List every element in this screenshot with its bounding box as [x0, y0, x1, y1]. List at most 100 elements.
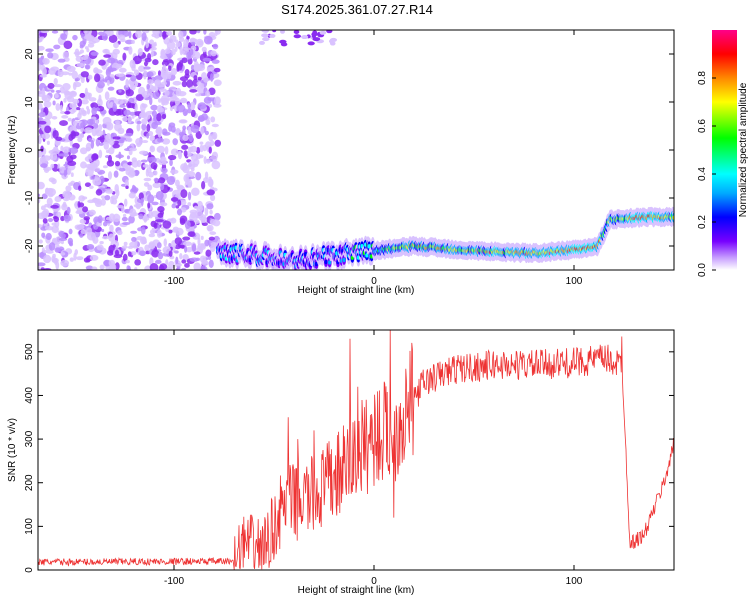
noise-speck [187, 202, 192, 207]
noise-speck [161, 138, 171, 145]
y-tick-label: -20 [24, 238, 35, 253]
noise-speck [200, 235, 204, 241]
noise-speck [183, 38, 189, 48]
noise-speck [186, 179, 193, 188]
noise-speck [161, 98, 166, 106]
noise-speck [143, 177, 152, 182]
noise-speck [172, 138, 179, 146]
noise-speck [69, 147, 79, 154]
noise-speck [59, 86, 65, 94]
noise-speck [112, 136, 121, 140]
noise-speck [202, 57, 212, 62]
noise-speck [212, 219, 221, 227]
colorbar-tick-label: 0.2 [697, 215, 708, 229]
noise-speck [131, 115, 135, 119]
noise-speck [141, 118, 148, 125]
noise-speck [79, 233, 84, 238]
colorbar-ticks: 0.0 0.2 0.4 0.6 0.8 [697, 71, 716, 277]
noise-speck [128, 46, 133, 55]
noise-speck [45, 232, 52, 241]
noise-speck [86, 259, 91, 263]
noise-speck [212, 131, 218, 140]
noise-speck [161, 128, 168, 135]
noise-speck [149, 263, 159, 270]
noise-speck [174, 244, 182, 250]
noise-speck [195, 153, 202, 160]
noise-speck [168, 229, 173, 234]
noise-speck [180, 189, 188, 199]
noise-speck [104, 91, 110, 101]
noise-speck [108, 138, 115, 146]
colorbar-gradient [712, 30, 737, 270]
noise-speck [105, 190, 114, 194]
noise-speck [122, 116, 128, 122]
noise-speck [151, 121, 158, 130]
noise-speck [42, 58, 48, 64]
noise-speck [159, 182, 165, 191]
noise-speck [98, 124, 103, 131]
noise-speck [127, 265, 131, 270]
noise-speck [51, 178, 57, 185]
noise-speck [319, 30, 327, 35]
noise-speck [183, 150, 188, 157]
noise-speck [148, 242, 156, 249]
noise-speck [73, 81, 82, 88]
y-tick-label: 0 [24, 567, 35, 573]
noise-speck [213, 212, 221, 221]
noise-speck [136, 123, 141, 132]
noise-speck [88, 137, 92, 143]
noise-speck [141, 103, 148, 109]
noise-speck [53, 216, 60, 223]
noise-speck [88, 209, 96, 216]
y-tick-label: 400 [24, 387, 35, 404]
noise-speck [111, 198, 118, 205]
chart-title: S174.2025.361.07.27.R14 [281, 2, 433, 17]
noise-speck [93, 158, 100, 168]
noise-speck [193, 251, 201, 255]
noise-speck [165, 227, 170, 233]
noise-speck [61, 203, 68, 211]
noise-speck [199, 144, 204, 153]
noise-speck [200, 126, 205, 135]
noise-speck [38, 112, 46, 118]
noise-speck [79, 93, 86, 99]
noise-speck [128, 192, 136, 199]
noise-speck [118, 89, 122, 93]
noise-speck [137, 227, 143, 232]
noise-speck [211, 160, 221, 170]
noise-speck [69, 154, 77, 160]
noise-speck [85, 65, 90, 70]
noise-speck [184, 69, 190, 76]
noise-speck [168, 124, 172, 132]
colorbar: 0.0 0.2 0.4 0.6 0.8 Normalized spectral ampl… [697, 30, 749, 277]
noise-speck [141, 32, 147, 42]
noise-speck [101, 195, 106, 199]
snr-marks [38, 330, 674, 570]
noise-speck [195, 171, 202, 181]
noise-speck [162, 30, 167, 40]
noise-speck [190, 109, 196, 118]
noise-speck [125, 185, 129, 190]
noise-speck [123, 109, 131, 116]
noise-speck [87, 199, 95, 204]
noise-speck [148, 152, 152, 158]
noise-speck [170, 169, 179, 175]
noise-speck [38, 135, 42, 145]
noise-speck [134, 169, 140, 176]
noise-speck [123, 241, 128, 246]
noise-speck [127, 251, 132, 257]
noise-speck [205, 249, 212, 257]
noise-speck [168, 260, 175, 270]
ridge-core [367, 244, 371, 249]
x-tick-label: -100 [164, 576, 184, 587]
noise-speck [122, 213, 127, 218]
noise-speck [114, 160, 121, 167]
noise-speck [116, 63, 123, 69]
noise-speck [85, 142, 92, 152]
noise-speck [208, 176, 212, 181]
noise-speck [98, 94, 102, 103]
noise-speck [158, 107, 165, 113]
noise-speck [85, 167, 94, 177]
noise-speck [50, 163, 55, 169]
noise-speck [98, 142, 104, 146]
